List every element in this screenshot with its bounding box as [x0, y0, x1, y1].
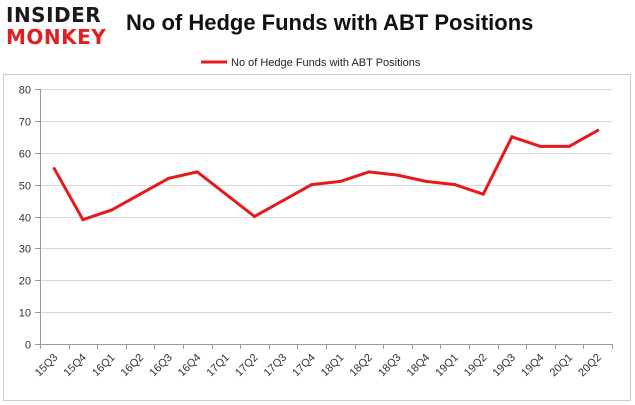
data-point — [138, 192, 142, 196]
x-tick-label: 17Q2 — [233, 352, 261, 380]
x-tick-label: 20Q1 — [548, 352, 576, 380]
x-tick-label: 15Q4 — [61, 352, 89, 380]
x-tick-label: 16Q2 — [119, 352, 147, 380]
x-tick-label: 18Q1 — [319, 352, 347, 380]
y-tick-label: 40 — [19, 213, 31, 225]
x-tick-labels: 15Q3 15Q4 16Q1 16Q2 16Q3 16Q4 17Q1 17Q2 17Q3 17Q4… — [33, 352, 604, 380]
data-point — [81, 218, 85, 222]
data-point — [110, 208, 113, 212]
x-tick-label: 20Q2 — [576, 352, 604, 380]
x-tick-label: 17Q3 — [262, 352, 290, 380]
data-point — [510, 135, 514, 139]
data-point — [224, 192, 228, 196]
y-tick-label: 0 — [25, 340, 31, 352]
x-tick-label: 18Q4 — [405, 352, 433, 380]
data-point — [424, 179, 428, 183]
y-tick-label: 60 — [19, 149, 31, 161]
x-tick-label: 18Q3 — [376, 352, 404, 380]
y-tick-label: 20 — [19, 276, 31, 288]
data-point — [367, 170, 371, 174]
data-point — [195, 170, 199, 174]
logo-text-monkey: MONKEY — [6, 25, 107, 49]
x-tick-label: 16Q3 — [147, 352, 175, 380]
data-point — [167, 176, 171, 180]
x-tick-label: 16Q4 — [176, 352, 204, 380]
x-tick-label: 16Q1 — [90, 352, 118, 380]
x-tick-label: 17Q1 — [204, 352, 232, 380]
axes — [35, 89, 613, 349]
data-point — [567, 144, 571, 148]
data-point — [539, 144, 542, 148]
logo-text-insider: INSIDER — [6, 3, 102, 27]
y-tick-labels: 0 10 20 30 40 50 60 70 80 — [19, 85, 31, 352]
chart-title: No of Hedge Funds with ABT Positions — [126, 10, 534, 35]
x-tick-label: 15Q3 — [33, 352, 61, 380]
data-point — [596, 128, 600, 132]
x-tick-label: 19Q3 — [490, 352, 518, 380]
x-tick-label: 17Q4 — [290, 352, 318, 380]
data-point — [310, 183, 314, 187]
data-point — [281, 199, 285, 203]
y-tick-label: 80 — [19, 85, 31, 97]
legend-label: No of Hedge Funds with ABT Positions — [231, 57, 421, 69]
y-tick-label: 50 — [19, 181, 31, 193]
data-point — [396, 173, 399, 177]
x-tick-label: 18Q2 — [347, 352, 375, 380]
data-point — [338, 179, 342, 183]
x-tick-label: 19Q2 — [462, 352, 490, 380]
grid-lines — [40, 89, 612, 313]
series-line — [52, 128, 600, 222]
data-point — [52, 167, 56, 171]
y-tick-label: 10 — [19, 308, 31, 320]
data-point — [253, 215, 256, 218]
y-tick-label: 70 — [19, 117, 31, 129]
x-tick-label: 19Q4 — [519, 352, 547, 380]
y-tick-label: 30 — [19, 244, 31, 256]
series-lines — [52, 128, 600, 222]
chart-outer-border — [3, 74, 631, 401]
data-point — [453, 183, 457, 187]
data-point — [481, 192, 485, 196]
legend: No of Hedge Funds with ABT Positions — [201, 57, 421, 69]
insider-monkey-logo: INSIDER MONKEY — [6, 4, 112, 50]
x-tick-label: 19Q1 — [433, 352, 461, 380]
